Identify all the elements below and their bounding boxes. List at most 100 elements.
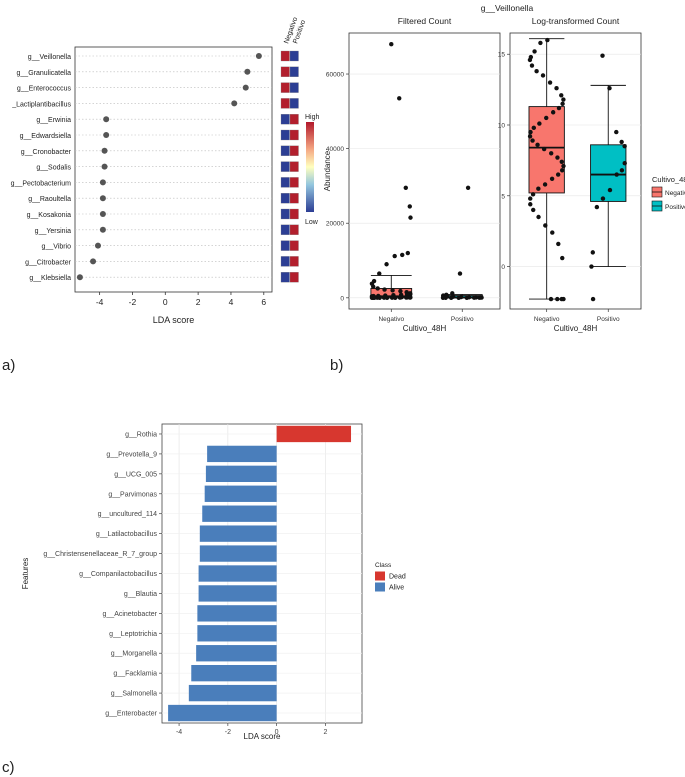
dotplot-xtick-label-4: 4 — [229, 297, 234, 307]
facet-2-point-negativo-44 — [548, 296, 554, 302]
facet-2-point-negativo-13 — [556, 105, 562, 111]
facet-2-point-positivo-6 — [619, 168, 625, 173]
heatmap-tile-g-pectobacterium-negativo — [280, 177, 290, 188]
facet-2-point-negativo-32 — [530, 192, 536, 197]
facet-2-point-negativo-38 — [550, 230, 555, 235]
facet-1-point-negativo-14 — [382, 287, 387, 292]
facet-1-point-positivo-19 — [440, 295, 446, 301]
barplot-bar-g-prevotella-9 — [207, 445, 277, 463]
dotplot-xtick-label-2: 2 — [196, 297, 201, 307]
facet-2-point-negativo-40 — [560, 255, 565, 261]
facet-1-point-positivo-0 — [465, 185, 471, 190]
barplot-bar-g-ucg-005 — [205, 465, 277, 483]
facet-1-point-positivo-16 — [456, 295, 461, 300]
barplot-label-g-parvimonas: g__Parvimonas — [108, 491, 157, 498]
heatmap-tile-g-kosakonia-negativo — [280, 208, 290, 220]
barplot-y-axis-title: Features — [21, 558, 30, 590]
facet-1-point-negativo-7 — [392, 253, 397, 259]
facet-2-point-positivo-12 — [589, 264, 594, 269]
barplot-xtick-label--2: -2 — [225, 729, 231, 736]
heatmap-tile-g-raoultella-negativo — [280, 193, 290, 204]
barplot-xtick-label-0: 0 — [275, 729, 279, 736]
barplot-label-g-enterobacter: g__Enterobacter — [105, 711, 157, 718]
facet-1-title: Filtered Count — [398, 16, 452, 26]
facet-2-point-negativo-20 — [530, 138, 535, 143]
facet-2-ytick-label-3: 15 — [498, 52, 506, 59]
facet-2-point-negativo-39 — [556, 241, 561, 247]
facet-2-title: Log-transformed Count — [532, 16, 620, 26]
facet-2-point-negativo-17 — [531, 125, 537, 131]
facet-2-point-negativo-36 — [536, 214, 541, 220]
dotplot-point-g-cronobacter — [101, 147, 108, 154]
facet-1-point-negativo-3 — [407, 204, 412, 209]
facet-2-point-negativo-16 — [537, 121, 542, 126]
dotplot-label-g-yersinia: g__Yersinia — [35, 228, 71, 235]
facet-1-point-negativo-35 — [404, 295, 409, 300]
dotplot-point-g-yersinia — [99, 226, 106, 233]
barplot-bar-g-christensenellaceae-r-7-group — [199, 545, 277, 562]
heatmap-tile-lactiplantibacillus-negativo — [280, 98, 290, 109]
facet-1-ytick-label-2: 40000 — [326, 146, 344, 153]
facet-2-box-negativo — [528, 106, 565, 194]
heatmap-tile-g-sodalis-negativo — [280, 161, 290, 172]
facet-2-point-negativo-4 — [527, 57, 533, 63]
facet-1-point-negativo-8 — [384, 262, 389, 267]
facet-2-point-positivo-1 — [607, 86, 612, 91]
facet-2-point-positivo-7 — [614, 172, 619, 177]
barplot-legend-swatch-alive — [375, 582, 385, 592]
facet-2-box-positivo — [590, 144, 627, 202]
boxplot-main-title: g__Veillonella — [481, 3, 534, 13]
barplot-bar-g-blautia — [198, 585, 277, 602]
dotplot-label-g-granulicatella: g__Granulicatella — [17, 70, 72, 77]
heatmap-tile-g-granulicatella-negativo — [280, 66, 290, 77]
facet-2-xtick-label-positivo: Positivo — [597, 316, 620, 323]
facet-2-ytick-label-0: 0 — [501, 264, 505, 271]
heatmap-tile-g-enterococcus-positivo — [289, 82, 299, 93]
facet-2-xtick-label-negativo: Negativo — [534, 316, 560, 323]
facet-2-point-negativo-33 — [528, 196, 533, 201]
dotplot-label-lactiplantibacillus: _Lactiplantibacillus — [11, 101, 71, 108]
dotplot-point-g-raoultella — [99, 195, 106, 202]
facet-2-point-positivo-2 — [614, 129, 619, 135]
facet-2-point-positivo-3 — [619, 139, 624, 145]
barplot-xtick-label-2: 2 — [323, 729, 327, 736]
facet-1-point-negativo-37 — [389, 295, 395, 300]
barplot-label-g-leptotrichia: g__Leptotrichia — [109, 631, 157, 638]
panel-b-boxplots: g__Veillonella Filtered Count 0 20000 40000 6… — [323, 3, 685, 333]
facet-1-point-negativo-6 — [400, 252, 405, 258]
heatmap-tile-g-kosakonia-positivo — [289, 208, 299, 220]
facet-2-point-negativo-18 — [528, 129, 533, 135]
facet-2-point-positivo-13 — [590, 296, 596, 302]
dotplot-point-g-citrobacter — [90, 258, 97, 265]
dotplot-label-g-erwinia: g__Erwinia — [36, 117, 71, 124]
dotplot-point-g-granulicatella — [244, 68, 251, 75]
facet-1-point-negativo-4 — [408, 215, 413, 220]
barplot-legend-title: Class — [375, 562, 392, 569]
heatmap-tile-g-cronobacter-negativo — [280, 145, 290, 156]
facet-1-xtick-label-negativo: Negativo — [378, 316, 404, 323]
panel-a-lda-dotplot: g__Veillonella g__Granulicatella g__Entero… — [11, 16, 320, 325]
facet-1-ytick-label-1: 20000 — [326, 221, 344, 228]
colorbar — [306, 122, 314, 212]
facet-1-xtick-label-positivo: Positivo — [451, 316, 474, 323]
facet-2-point-negativo-11 — [561, 97, 566, 102]
facet-1-point-positivo-1 — [457, 271, 463, 276]
facet-1-point-negativo-45 — [393, 295, 398, 301]
facet-1-point-negativo-43 — [377, 295, 382, 301]
barplot-bar-g-acinetobacter — [197, 605, 277, 622]
barplot-legend-swatch-dead — [375, 571, 385, 581]
dotplot-label-g-kosakonia: g__Kosakonia — [27, 212, 71, 219]
heatmap-tile-g-enterococcus-negativo — [280, 82, 290, 93]
barplot-x-axis-title: LDA score — [244, 732, 281, 741]
facet-2-point-negativo-5 — [529, 63, 535, 68]
facet-2-point-positivo-10 — [594, 204, 600, 210]
boxplot-legend-title: Cultivo_48H — [652, 175, 685, 184]
dotplot-point-g-veillonella — [255, 53, 262, 59]
facet-1-point-positivo-13 — [477, 295, 482, 300]
facet-1-point-negativo-9 — [377, 271, 382, 276]
dotplot-point-lactiplantibacillus — [231, 100, 238, 107]
dotplot-xtick-label-0: 0 — [163, 297, 168, 307]
heatmap-tile-g-citrobacter-negativo — [280, 256, 290, 267]
facet-1-x-axis-title: Cultivo_48H — [403, 324, 447, 333]
